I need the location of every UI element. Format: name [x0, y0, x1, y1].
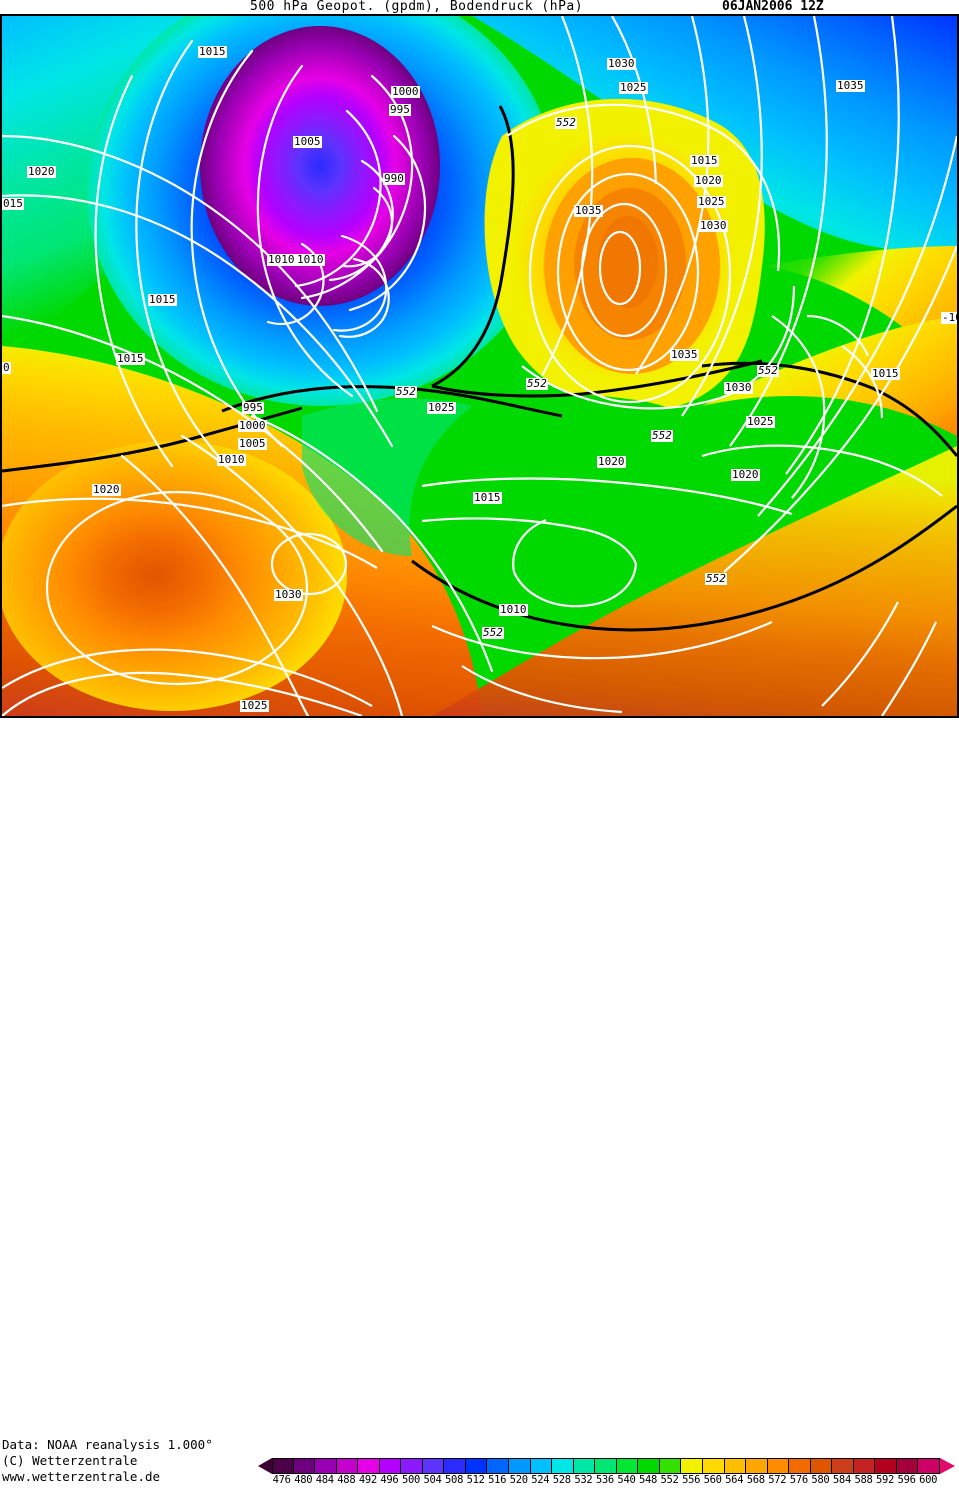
colorbar-segment [681, 1458, 703, 1474]
contour-label: 1035 [574, 204, 603, 217]
contour-label: 015 [2, 197, 24, 210]
contour-label: -10 [941, 312, 957, 324]
colorbar-segment [401, 1458, 423, 1474]
colorbar-segment [702, 1458, 725, 1474]
colorbar-segment [358, 1458, 380, 1474]
contour-label: 552 [395, 385, 417, 398]
colorbar-segment [444, 1458, 466, 1474]
contour-label: 1015 [148, 293, 177, 306]
colorbar-segment [638, 1458, 660, 1474]
contour-label: 995 [389, 103, 411, 116]
contour-label: 1005 [293, 135, 322, 148]
contour-label: 552 [705, 572, 727, 585]
contour-label: 1030 [274, 588, 303, 601]
contour-label: 1025 [427, 401, 456, 414]
colorbar-segment [530, 1458, 553, 1474]
colorbar-segment [875, 1458, 897, 1474]
contour-label: 0 [2, 361, 11, 374]
contour-label: 1030 [724, 381, 753, 394]
contour-label: 1020 [597, 455, 626, 468]
colorbar-segment [552, 1458, 574, 1474]
colorbar-segment [315, 1458, 337, 1474]
colorbar-segment [832, 1458, 854, 1474]
colorbar-segment [853, 1458, 876, 1474]
colorbar-tick: 600 [919, 1474, 938, 1486]
contour-label: 1030 [607, 57, 636, 70]
contour-label: 1025 [746, 415, 775, 428]
title-bar: 500 hPa Geopot. (gpdm), Bodendruck (hPa)… [0, 0, 959, 14]
colorbar-segment [336, 1458, 359, 1474]
colorbar-segment [767, 1458, 790, 1474]
colorbar-segment [810, 1458, 833, 1474]
colorbar-segment [509, 1458, 531, 1474]
contour-label: 1020 [27, 165, 56, 178]
contour-label: 1025 [240, 699, 269, 712]
contour-map-graphic [2, 16, 957, 716]
contour-label: 1010 [499, 603, 528, 616]
copyright-text: (C) Wetterzentrale [2, 1453, 138, 1468]
contour-label: 1020 [694, 174, 723, 187]
contour-label: 1035 [836, 79, 865, 92]
colorbar-segment [746, 1458, 768, 1474]
colorbar-segment [616, 1458, 639, 1474]
forecast-timestamp: 06JAN2006 12Z [722, 0, 824, 14]
contour-label: 1005 [238, 437, 267, 450]
contour-label: 552 [651, 429, 673, 442]
colorbar-segment [487, 1458, 510, 1474]
contour-label: 552 [526, 377, 548, 390]
contour-label: 1025 [697, 195, 726, 208]
contour-label: 552 [482, 626, 504, 639]
contour-label: 1035 [670, 348, 699, 361]
footer: Data: NOAA reanalysis 1.000° (C) Wetterz… [0, 718, 959, 1486]
contour-label: 1025 [619, 81, 648, 94]
contour-label: 1015 [871, 367, 900, 380]
contour-label: 1010 [296, 253, 325, 266]
contour-label: 552 [757, 364, 779, 377]
colorbar-segment [272, 1458, 294, 1474]
contour-label: 1010 [217, 453, 246, 466]
colorbar-segment [465, 1458, 488, 1474]
map-panel[interactable]: 1015 1030 1035 1000 995 1025 552 1005 1020 1015 10… [0, 14, 959, 718]
colorbar-segment [293, 1458, 316, 1474]
contour-label: 1015 [116, 352, 145, 365]
colorbar-segment [659, 1458, 682, 1474]
data-source-text: Data: NOAA reanalysis 1.000° [2, 1437, 213, 1452]
contour-label: 1000 [391, 85, 420, 98]
contour-label: 1015 [690, 154, 719, 167]
page-title: 500 hPa Geopot. (gpdm), Bodendruck (hPa) [250, 0, 584, 14]
contour-label: 990 [383, 172, 405, 185]
contour-label: 552 [555, 116, 577, 129]
colorbar-segment [379, 1458, 402, 1474]
contour-label: 1015 [198, 45, 227, 58]
contour-label: 1000 [238, 419, 267, 432]
colorbar-segment [896, 1458, 919, 1474]
colorbar-segment [724, 1458, 747, 1474]
contour-label: 1015 [473, 491, 502, 504]
contour-label: 1030 [699, 219, 728, 232]
colorbar-segment [422, 1458, 445, 1474]
colorbar-segment [573, 1458, 596, 1474]
colorbar-segment [595, 1458, 617, 1474]
contour-label: 1020 [731, 468, 760, 481]
contour-label: 995 [242, 401, 264, 414]
colorbar[interactable] [260, 1458, 955, 1474]
contour-label: 1020 [92, 483, 121, 496]
colorbar-tick-labels: 476 480 484 488 492 496 500 504 508 512 516 520 524 5… [260, 1474, 959, 1488]
colorbar-segment [789, 1458, 811, 1474]
contour-label: 1010 [267, 253, 296, 266]
colorbar-segment [918, 1458, 940, 1474]
website-url-text: www.wetterzentrale.de [2, 1469, 161, 1484]
